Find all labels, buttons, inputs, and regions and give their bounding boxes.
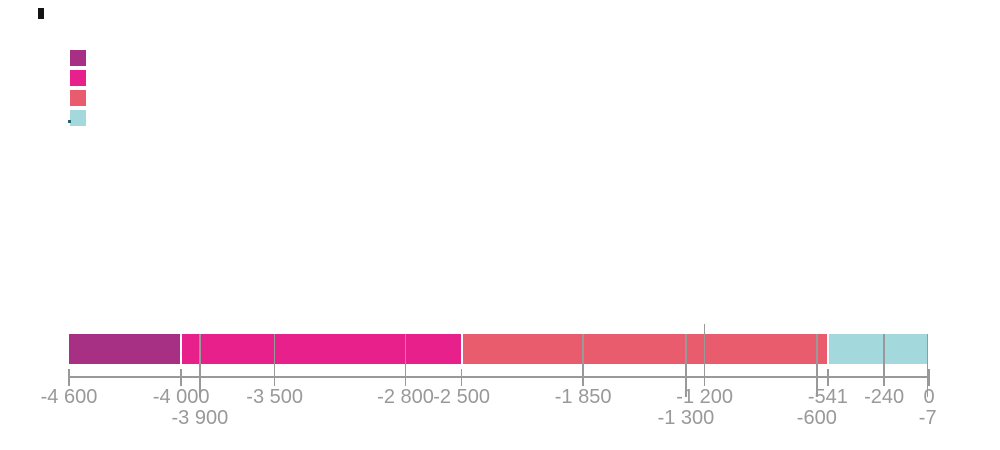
period-segment-6 (461, 334, 584, 364)
period-segment-7 (583, 334, 686, 364)
boundary-line--240 (883, 334, 885, 386)
period-segment-12 (884, 334, 928, 364)
chart-legend (70, 50, 86, 126)
period-segment-11 (827, 334, 885, 364)
boundary-line--2800 (404, 334, 407, 386)
axis-tick-label--600: -600 (796, 407, 837, 429)
boundary-line--1200 (703, 324, 706, 386)
segment-divider--4000 (180, 334, 183, 364)
legend-swatch-period-color-4 (70, 110, 86, 126)
axis-tick-label--7: -7 (918, 407, 937, 429)
boundary-line--7 (926, 334, 929, 397)
axis-tick-label--3500: -3 500 (246, 386, 303, 408)
boundary-line--1850 (582, 334, 584, 386)
axis-tick-label--1200: -1 200 (676, 386, 733, 408)
axis-tick-label--1850: -1 850 (554, 386, 612, 408)
axis-tick-label-0: 0 (923, 386, 935, 408)
period-segment-4 (274, 334, 406, 364)
x-axis-line (69, 376, 930, 378)
axis-tick-label--4600: -4 600 (40, 386, 98, 408)
period-segment-9 (704, 334, 817, 364)
axis-tick-label--2800: -2 800 (377, 386, 434, 408)
stray-mark-top-left (38, 8, 44, 19)
period-segment-5 (405, 334, 462, 364)
axis-tick-label--541: -541 (807, 386, 848, 408)
period-segment-10 (816, 334, 828, 364)
axis-tick-label--240: -240 (864, 386, 905, 408)
period-segment-1 (69, 334, 182, 364)
stray-mark-legend-corner (68, 120, 71, 123)
legend-swatch-period-color-3 (70, 90, 86, 106)
axis-tick-label--2500: -2 500 (433, 386, 490, 408)
segment-divider--541 (826, 334, 829, 364)
segment-divider--2500 (460, 334, 463, 364)
axis-tick-label--3900: -3 900 (171, 407, 229, 429)
boundary-line--3500 (273, 334, 276, 386)
period-segment-8 (685, 334, 705, 364)
legend-swatch-period-color-1 (70, 50, 86, 66)
legend-swatch-period-color-2 (70, 70, 86, 86)
period-segment-3 (199, 334, 275, 364)
period-segment-2 (181, 334, 200, 364)
boundary-line--1300 (685, 334, 687, 397)
axis-tick-label--1300: -1 300 (657, 407, 715, 429)
boundary-line--600 (816, 334, 818, 397)
axis-tick-label--4000: -4 000 (152, 386, 210, 408)
boundary-line--3900 (199, 334, 201, 397)
